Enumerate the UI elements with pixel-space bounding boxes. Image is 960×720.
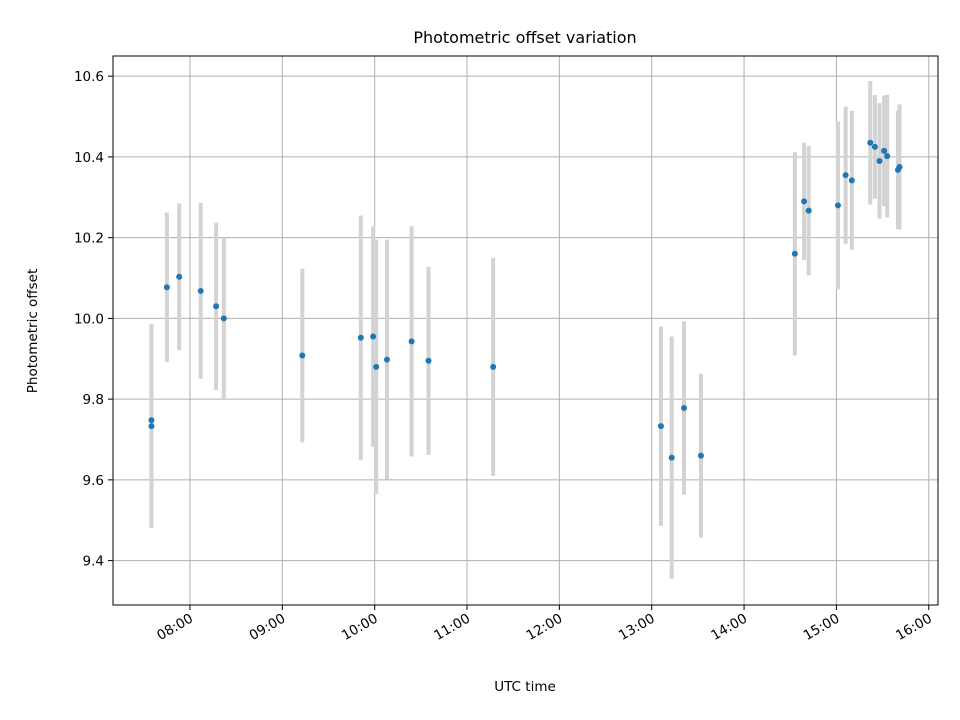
y-tick-label: 9.6 <box>83 473 104 489</box>
data-points <box>148 139 903 461</box>
data-point <box>896 164 903 171</box>
plot-frame <box>112 55 939 606</box>
x-tick-label: 15:00 <box>801 611 843 644</box>
data-point <box>425 357 432 364</box>
data-point <box>220 315 227 322</box>
data-point <box>373 363 380 370</box>
data-point <box>197 287 204 294</box>
grid <box>113 56 938 605</box>
data-point <box>805 207 812 214</box>
x-tick-label: 08:00 <box>154 611 196 644</box>
data-point <box>148 417 155 424</box>
data-point <box>884 153 891 160</box>
data-point <box>490 363 497 370</box>
data-point <box>881 147 888 154</box>
x-tick-label: 09:00 <box>247 611 289 644</box>
data-point <box>408 338 415 345</box>
y-tick-label: 9.8 <box>83 392 104 408</box>
data-point <box>842 172 849 179</box>
data-point <box>213 303 220 310</box>
x-tick-label: 16:00 <box>893 611 935 644</box>
y-tick-label: 10.0 <box>74 311 104 327</box>
chart-title: Photometric offset variation <box>413 28 636 47</box>
data-point <box>357 334 364 341</box>
data-point <box>681 405 688 412</box>
y-tick-label: 10.4 <box>74 150 104 166</box>
x-tick-label: 11:00 <box>431 611 473 644</box>
x-axis-label: UTC time <box>494 679 556 695</box>
y-tick-label: 9.4 <box>83 554 104 570</box>
x-tick-label: 10:00 <box>339 611 381 644</box>
error-bars <box>149 81 902 579</box>
data-point <box>697 452 704 459</box>
x-axis-ticks: 08:00 09:00 10:00 11:00 12:00 13:00 14:00 15:00… <box>154 605 935 644</box>
data-point <box>299 352 306 359</box>
y-tick-label: 10.6 <box>74 69 104 85</box>
data-point <box>834 202 841 209</box>
y-axis-ticks: 9.4 9.6 9.8 10.0 10.2 10.4 10.6 <box>74 69 113 570</box>
data-point <box>668 454 675 461</box>
x-tick-label: 13:00 <box>616 611 658 644</box>
data-point <box>383 356 390 363</box>
y-axis-label: Photometric offset <box>25 269 41 393</box>
data-point <box>876 157 883 164</box>
x-tick-label: 14:00 <box>708 611 750 644</box>
y-tick-label: 10.2 <box>74 231 104 247</box>
data-point <box>176 273 183 280</box>
data-point <box>801 198 808 205</box>
data-point <box>848 177 855 184</box>
data-point <box>871 143 878 150</box>
data-point <box>791 250 798 257</box>
data-point <box>370 333 377 340</box>
x-tick-label: 12:00 <box>524 611 566 644</box>
data-point <box>657 423 664 430</box>
data-point <box>163 284 170 291</box>
data-point <box>148 423 155 430</box>
data-point <box>867 139 874 146</box>
